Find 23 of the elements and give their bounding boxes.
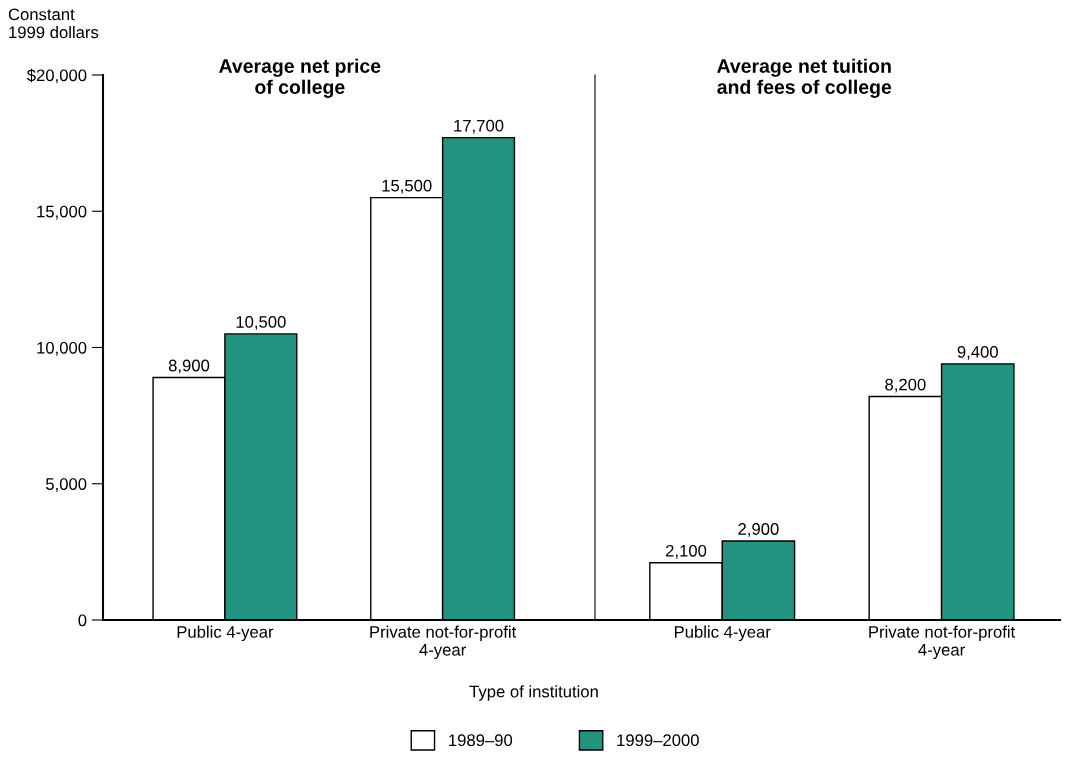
- x-axis-title: Type of institution: [469, 685, 598, 701]
- x-tick-label: Private not-for-profit 4-year: [370, 625, 517, 660]
- y-tick-label: $20,000: [26, 68, 87, 84]
- x-tick-label: Public 4-year: [177, 625, 274, 642]
- data-label: 15,500: [382, 179, 432, 194]
- legend-label: 1989–90: [449, 734, 513, 747]
- data-label: 8,200: [885, 378, 926, 393]
- data-label: 8,900: [168, 359, 210, 374]
- y-tick-label: 10,000: [37, 341, 87, 356]
- x-tick-label: Public 4-year: [674, 625, 771, 642]
- chart-title: Average net price of college: [219, 58, 381, 98]
- legend-label: 1999–2000: [617, 734, 699, 747]
- x-tick-label: Private not-for-profit 4-year: [869, 625, 1016, 660]
- data-label: 10,500: [236, 316, 286, 330]
- y-tick-label: 5,000: [45, 478, 87, 492]
- y-axis-title: Constant 1999 dollars: [8, 8, 99, 39]
- data-label: 9,400: [957, 345, 998, 360]
- data-label: 17,700: [454, 119, 504, 134]
- data-label: 2,100: [666, 544, 707, 559]
- y-tick-label: 15,000: [37, 205, 87, 220]
- y-tick-label: 0: [78, 614, 87, 627]
- data-label: 2,900: [738, 523, 779, 537]
- chart-title: Average net tuition and fees of college: [717, 58, 892, 98]
